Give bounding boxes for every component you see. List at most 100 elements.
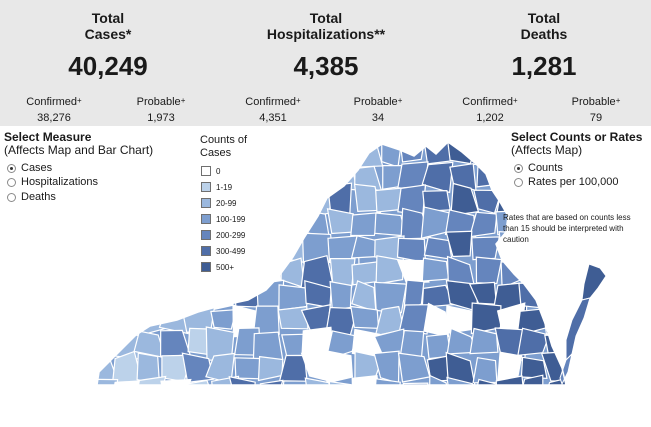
county-region[interactable] (258, 238, 288, 264)
county-region[interactable] (445, 230, 473, 258)
radio-unselected-icon[interactable] (7, 177, 16, 187)
county-region[interactable] (396, 259, 430, 284)
county-region[interactable] (276, 140, 311, 166)
county-region[interactable] (350, 305, 380, 330)
county-region[interactable] (282, 207, 305, 242)
county-region[interactable] (136, 213, 165, 239)
county-region[interactable] (259, 379, 284, 400)
county-region[interactable] (521, 257, 550, 287)
county-region[interactable] (381, 140, 403, 168)
county-region[interactable] (94, 378, 119, 400)
radio-unselected-icon[interactable] (7, 192, 16, 202)
county-region[interactable] (398, 382, 429, 400)
county-region[interactable] (184, 280, 214, 311)
county-region[interactable] (517, 327, 551, 356)
county-region[interactable] (328, 380, 353, 401)
county-region[interactable] (581, 263, 607, 301)
rate-option-counts[interactable]: Counts (514, 162, 563, 174)
county-region[interactable] (423, 302, 450, 338)
county-region[interactable] (565, 297, 591, 362)
county-region[interactable] (134, 234, 163, 265)
radio-selected-icon[interactable] (514, 163, 523, 173)
county-region[interactable] (229, 257, 261, 288)
county-region[interactable] (329, 140, 359, 163)
county-region[interactable] (423, 236, 453, 261)
county-region[interactable] (134, 185, 161, 217)
rate-option-per-100k[interactable]: Rates per 100,000 (514, 176, 619, 188)
radio-unselected-icon[interactable] (514, 177, 523, 187)
county-region[interactable] (470, 302, 502, 335)
county-region[interactable] (252, 331, 284, 361)
county-region[interactable] (114, 305, 142, 335)
county-region[interactable] (373, 378, 401, 400)
county-region[interactable] (471, 236, 501, 261)
county-region[interactable] (475, 256, 503, 285)
county-region[interactable] (350, 211, 382, 237)
county-region[interactable] (518, 374, 544, 400)
county-region[interactable] (87, 209, 118, 241)
county-region[interactable] (133, 258, 161, 287)
county-region[interactable] (257, 142, 288, 165)
county-region[interactable] (134, 375, 167, 401)
county-region[interactable] (472, 378, 502, 400)
county-region[interactable] (157, 208, 192, 242)
county-region[interactable] (157, 160, 190, 192)
virginia-county-map[interactable] (0, 140, 651, 400)
county-region[interactable] (111, 232, 141, 262)
county-region[interactable] (156, 256, 187, 283)
county-region[interactable] (254, 158, 283, 189)
county-region[interactable] (495, 375, 526, 400)
county-region[interactable] (565, 188, 599, 212)
county-region[interactable] (304, 140, 335, 170)
county-region[interactable] (304, 377, 335, 400)
county-region[interactable] (159, 279, 192, 313)
county-region[interactable] (468, 211, 498, 238)
radio-selected-icon[interactable] (7, 163, 16, 173)
county-region[interactable] (236, 158, 261, 194)
county-region[interactable] (351, 261, 379, 286)
county-region[interactable] (495, 183, 526, 216)
county-region[interactable] (450, 182, 480, 217)
county-region[interactable] (421, 161, 454, 194)
county-region[interactable] (277, 158, 311, 193)
county-region[interactable] (546, 278, 571, 314)
county-region[interactable] (111, 158, 143, 189)
county-region[interactable] (520, 356, 548, 379)
county-region[interactable] (181, 352, 215, 384)
county-region[interactable] (283, 186, 312, 217)
county-region[interactable] (180, 379, 216, 400)
county-region[interactable] (110, 380, 142, 400)
county-region[interactable] (157, 231, 189, 261)
county-region[interactable] (157, 187, 186, 216)
county-region[interactable] (228, 375, 256, 400)
county-region[interactable] (253, 186, 287, 217)
county-region[interactable] (112, 259, 143, 285)
county-region[interactable] (542, 307, 569, 337)
measure-option-hospitalizations[interactable]: Hospitalizations (7, 176, 98, 188)
county-region[interactable] (324, 159, 358, 191)
county-region[interactable] (138, 281, 168, 313)
county-region[interactable] (305, 162, 332, 190)
county-region[interactable] (421, 257, 450, 282)
county-region[interactable] (469, 140, 502, 166)
county-region[interactable] (86, 257, 120, 289)
county-region[interactable] (446, 376, 473, 400)
county-region[interactable] (252, 305, 280, 336)
county-region[interactable] (351, 140, 384, 168)
county-region[interactable] (89, 233, 118, 258)
eastern-shore[interactable] (559, 263, 607, 386)
county-region[interactable] (255, 210, 287, 239)
county-region[interactable] (92, 303, 118, 335)
county-region[interactable] (574, 351, 596, 378)
county-region[interactable] (398, 304, 432, 335)
county-region[interactable] (277, 306, 309, 330)
county-region[interactable] (375, 255, 404, 285)
county-region[interactable] (497, 351, 523, 381)
county-region[interactable] (472, 357, 498, 384)
county-region[interactable] (326, 350, 354, 384)
measure-option-cases[interactable]: Cases (7, 162, 52, 174)
county-region[interactable] (108, 188, 144, 216)
county-region[interactable] (158, 140, 189, 169)
county-region[interactable] (160, 378, 192, 401)
county-region[interactable] (91, 330, 119, 355)
